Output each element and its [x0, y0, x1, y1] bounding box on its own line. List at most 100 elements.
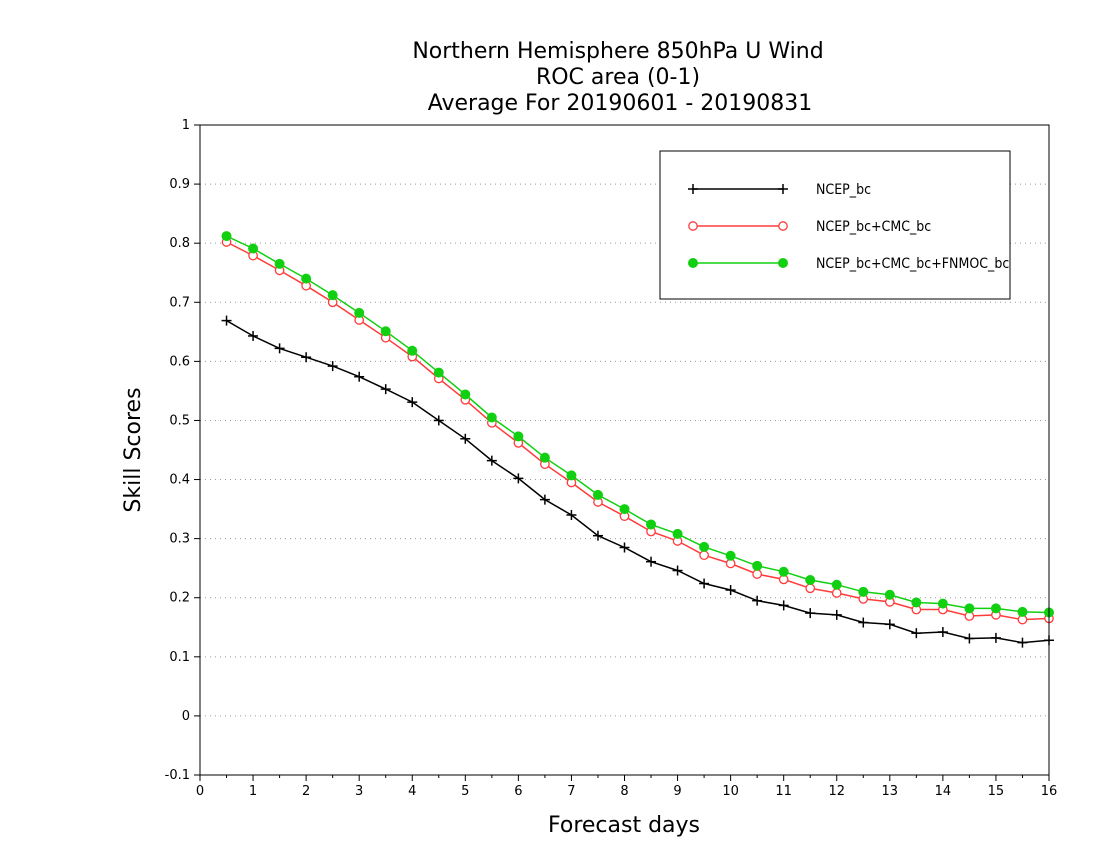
legend-label: NCEP_bc+CMC_bc+FNMOC_bc: [816, 256, 1009, 272]
y-axis-label: Skill Scores: [121, 387, 146, 512]
x-tick-label: 1: [249, 784, 257, 799]
series-3: [221, 231, 1054, 618]
x-tick-label: 12: [828, 784, 845, 799]
data-point: [672, 565, 683, 576]
x-tick-label: 9: [673, 784, 681, 799]
data-point: [937, 627, 948, 637]
data-point: [619, 504, 630, 515]
data-point: [301, 352, 312, 363]
data-point: [1017, 606, 1028, 617]
data-point: [884, 619, 895, 630]
y-tick-label: 0.6: [169, 354, 190, 369]
x-tick-label: 14: [935, 784, 952, 799]
plot-area-frame: [199, 124, 1050, 776]
x-tick-label: 6: [514, 784, 522, 799]
y-tick-label: 0.8: [169, 236, 190, 251]
data-point: [699, 550, 709, 561]
data-point: [778, 600, 789, 611]
data-point: [858, 586, 869, 597]
y-tick-label: 0.3: [169, 532, 190, 547]
data-point: [619, 542, 630, 553]
data-point: [752, 560, 763, 571]
x-tick-label: 7: [567, 784, 575, 799]
y-tick-label: 0.5: [169, 413, 190, 428]
legend-box: [659, 150, 1011, 300]
data-point: [964, 633, 975, 644]
series-1: [221, 315, 1054, 648]
series-line: [226, 319, 1050, 644]
y-tick-label: 1: [182, 118, 190, 133]
legend-label: NCEP_bc+CMC_bc: [816, 219, 931, 235]
data-point: [407, 397, 418, 408]
data-point: [327, 290, 338, 301]
data-point: [911, 597, 922, 608]
data-point: [513, 473, 524, 484]
data-point: [592, 489, 603, 500]
data-point: [1017, 637, 1028, 648]
data-point: [699, 578, 710, 589]
data-point: [274, 343, 285, 354]
legend-entry: NCEP_bc+CMC_bc+FNMOC_bc: [688, 256, 1009, 272]
data-point: [433, 415, 444, 426]
x-tick-label: 13: [882, 784, 899, 799]
data-point: [274, 258, 285, 269]
data-point: [221, 315, 232, 326]
data-point: [831, 588, 842, 598]
legend-entry: NCEP_bc: [688, 182, 871, 198]
y-tick-label: 0: [182, 709, 190, 724]
legend-marker: [688, 184, 698, 194]
legend-marker: [778, 258, 788, 268]
data-point: [539, 452, 550, 463]
chart-title-line-3: Average For 20190601 - 20190831: [428, 91, 813, 116]
data-point: [221, 231, 232, 242]
data-point: [248, 330, 259, 341]
data-point: [964, 603, 975, 614]
data-point: [380, 384, 391, 395]
legend-entry: NCEP_bc+CMC_bc: [688, 219, 931, 235]
axis-ticks: -0.100.10.20.30.40.50.60.70.80.910 1 2 3 4 5 6…: [165, 118, 1058, 799]
x-tick-label: 4: [408, 784, 416, 799]
y-tick-label: 0.4: [169, 473, 190, 488]
data-point: [354, 307, 365, 318]
data-point: [990, 603, 1001, 614]
data-point: [646, 556, 657, 567]
y-tick-label: 0.2: [169, 591, 190, 606]
data-point: [778, 566, 789, 577]
data-point: [646, 519, 657, 530]
data-point: [805, 575, 816, 585]
x-tick-label: 11: [775, 784, 792, 799]
data-point: [566, 510, 577, 520]
y-tick-label: 0.7: [169, 295, 190, 310]
data-point: [513, 431, 524, 442]
y-tick-label: 0.1: [169, 650, 190, 665]
chart-title-line-2: ROC area (0-1): [536, 65, 700, 90]
x-tick-label: 5: [461, 784, 469, 799]
data-point: [672, 528, 683, 539]
x-tick-label: 0: [196, 784, 204, 799]
data-point: [486, 455, 497, 466]
legend-marker: [778, 184, 788, 194]
chart-title: Northern Hemisphere 850hPa U Wind ROC ar…: [412, 39, 823, 116]
data-point: [486, 412, 497, 423]
legend-marker: [688, 258, 698, 268]
data-point: [354, 371, 365, 382]
x-tick-label: 10: [722, 784, 739, 799]
data-point: [248, 243, 259, 254]
data-point: [699, 541, 710, 552]
legend-marker: [778, 221, 788, 231]
data-point: [752, 569, 763, 579]
legend-marker: [688, 221, 698, 231]
data-point: [805, 608, 816, 619]
series-lines: [221, 231, 1054, 648]
data-point: [725, 585, 736, 596]
data-point: [301, 273, 312, 284]
legend-label: NCEP_bc: [816, 182, 871, 198]
data-point: [831, 579, 842, 590]
data-point: [752, 595, 763, 606]
x-tick-label: 8: [620, 784, 628, 799]
data-point: [566, 470, 577, 481]
data-point: [911, 628, 922, 639]
data-point: [990, 632, 1001, 643]
data-point: [725, 550, 736, 561]
